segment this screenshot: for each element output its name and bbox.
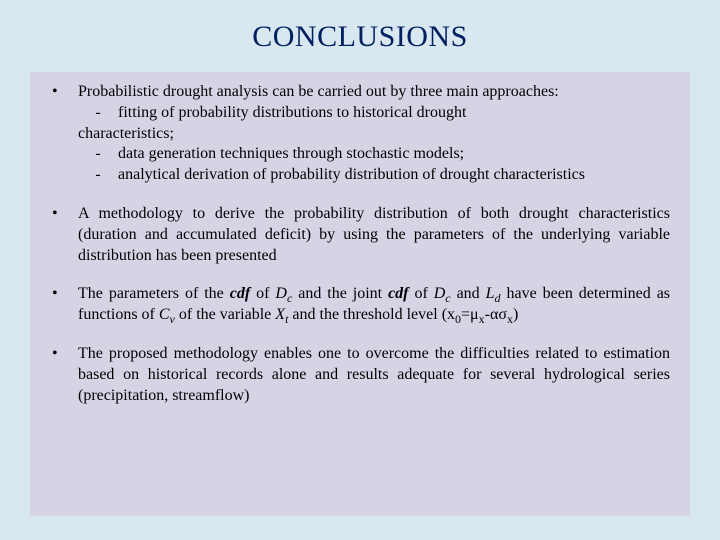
bullet-3-text: The parameters of the cdf of Dc and the … [78,284,670,326]
b3-p2: of [250,285,275,302]
bullet-1-lead: Probabilistic drought analysis can be ca… [78,82,670,103]
bullet-3: • The parameters of the cdf of Dc and th… [50,284,670,326]
b3-cdf2: cdf [388,285,408,302]
content-box: • Probabilistic drought analysis can be … [30,72,690,516]
bullet-mark: • [50,82,78,186]
bullet-1-sub2: - data generation techniques through sto… [78,144,670,165]
b3-Cv: C [159,306,170,323]
b3-cdf1: cdf [230,285,250,302]
b3-p7: of the variable [175,306,275,323]
slide-title: CONCLUSIONS [0,20,720,54]
b3-Xt: X [275,306,285,323]
bullet-1-sub2-text: data generation techniques through stoch… [118,144,670,165]
bullet-1-text: Probabilistic drought analysis can be ca… [78,82,670,186]
b3-p11: ) [513,306,518,323]
b3-p1: The parameters of the [78,285,230,302]
b3-p3: and the joint [292,285,388,302]
b3-p10: -ασ [485,306,507,323]
b3-p4: of [409,285,434,302]
bullet-mark: • [50,344,78,406]
bullet-1: • Probabilistic drought analysis can be … [50,82,670,186]
bullet-4-text: The proposed methodology enables one to … [78,344,670,406]
bullet-1-sub3: - analytical derivation of probability d… [78,165,670,186]
b3-Dc1: D [275,285,287,302]
b3-p9: =μ [461,306,479,323]
dash-icon: - [78,103,118,124]
dash-icon: - [78,165,118,186]
slide: CONCLUSIONS • Probabilistic drought anal… [0,0,720,540]
b3-Ld: L [486,285,495,302]
bullet-1-sub1-text: fitting of probability distributions to … [118,103,670,124]
bullet-1-sub1b: characteristics; [78,124,670,145]
b3-Dc2: D [434,285,446,302]
b3-p8: and the threshold level (x [288,306,455,323]
bullet-2: • A methodology to derive the probabilit… [50,204,670,266]
bullet-mark: • [50,284,78,326]
bullet-2-text: A methodology to derive the probability … [78,204,670,266]
dash-icon: - [78,144,118,165]
b3-p5: and [451,285,486,302]
bullet-1-sub1: - fitting of probability distributions t… [78,103,670,124]
bullet-1-sublist: - fitting of probability distributions t… [78,103,670,186]
bullet-4: • The proposed methodology enables one t… [50,344,670,406]
bullet-mark: • [50,204,78,266]
bullet-1-sub3-text: analytical derivation of probability dis… [118,165,670,186]
